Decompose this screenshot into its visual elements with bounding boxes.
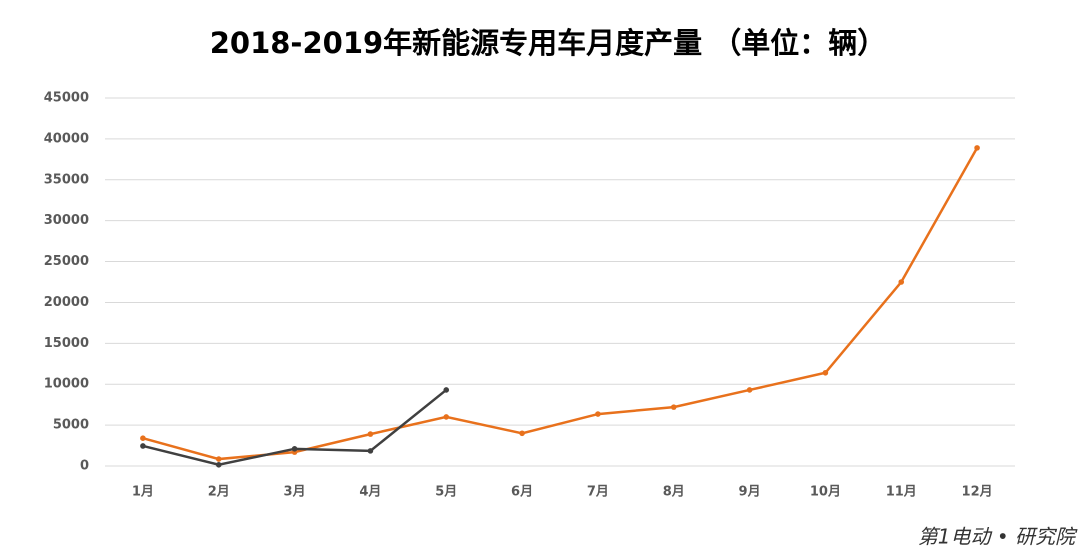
x-tick-label: 2月 xyxy=(208,485,230,500)
chart-title: 2018-2019年新能源专用车月度产量 （单位：辆） xyxy=(210,26,887,60)
point xyxy=(140,435,146,441)
y-tick-label: 40000 xyxy=(44,131,89,146)
point xyxy=(367,431,374,437)
x-tick-label: 11月 xyxy=(886,485,917,500)
y-tick-label: 45000 xyxy=(44,91,89,106)
x-tick-label: 6月 xyxy=(511,485,533,500)
y-tick-label: 20000 xyxy=(44,295,89,310)
watermark: 第1电动 • 研究院 xyxy=(918,525,1078,548)
point xyxy=(215,461,222,468)
y-tick-label: 5000 xyxy=(53,418,89,433)
x-tick-label: 7月 xyxy=(587,485,609,500)
x-tick-label: 10月 xyxy=(810,485,841,500)
x-tick-label: 4月 xyxy=(359,485,381,500)
y-tick-label: 35000 xyxy=(44,172,89,187)
x-tick-label: 1月 xyxy=(132,485,154,500)
point xyxy=(670,404,677,410)
point xyxy=(595,411,601,417)
x-tick-label: 5月 xyxy=(435,485,457,500)
point xyxy=(822,369,829,376)
series-line xyxy=(142,147,979,461)
y-tick-label: 15000 xyxy=(44,336,89,351)
point xyxy=(519,430,525,437)
point xyxy=(140,443,146,449)
y-tick-label: 25000 xyxy=(44,254,89,269)
x-tick-label: 9月 xyxy=(739,485,761,500)
point xyxy=(974,145,980,151)
point xyxy=(898,279,905,285)
x-tick-label: 12月 xyxy=(962,485,993,500)
point xyxy=(291,446,298,452)
point xyxy=(443,387,450,393)
x-tick-label: 3月 xyxy=(284,485,306,500)
y-tick-label: 30000 xyxy=(44,213,89,228)
point xyxy=(443,414,450,420)
point xyxy=(215,456,222,462)
point xyxy=(367,448,374,454)
point xyxy=(746,387,753,393)
x-tick-label: 8月 xyxy=(663,485,685,500)
y-tick-label: 10000 xyxy=(44,377,89,392)
y-tick-label: 0 xyxy=(80,459,89,474)
